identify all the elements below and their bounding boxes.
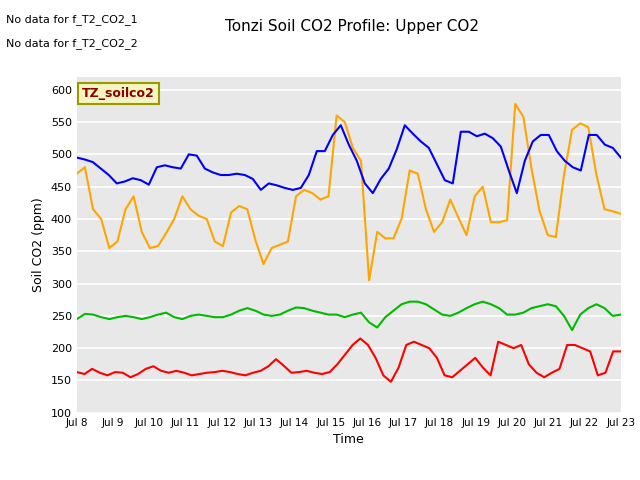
X-axis label: Time: Time: [333, 433, 364, 446]
Text: No data for f_T2_CO2_1: No data for f_T2_CO2_1: [6, 14, 138, 25]
Y-axis label: Soil CO2 (ppm): Soil CO2 (ppm): [32, 197, 45, 292]
Text: No data for f_T2_CO2_2: No data for f_T2_CO2_2: [6, 38, 138, 49]
Text: TZ_soilco2: TZ_soilco2: [82, 87, 155, 100]
Text: Tonzi Soil CO2 Profile: Upper CO2: Tonzi Soil CO2 Profile: Upper CO2: [225, 19, 479, 34]
